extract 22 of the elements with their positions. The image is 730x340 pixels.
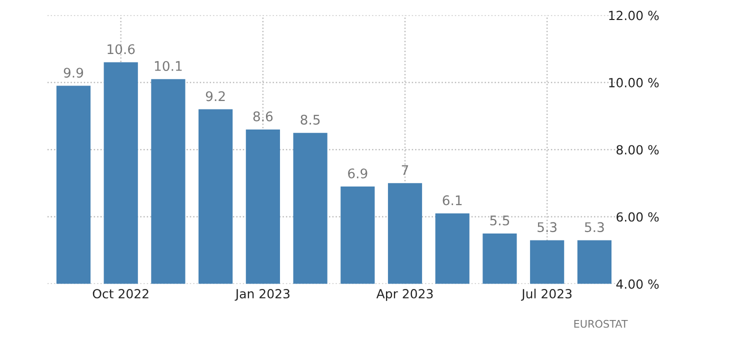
x-tick-label: Oct 2022 [92, 288, 148, 298]
y-tick-label: 8.00 % [616, 145, 659, 155]
data-label: 9.2 [206, 91, 225, 102]
data-label: 7 [402, 165, 408, 175]
data-label: 6.1 [442, 195, 462, 206]
y-tick-label: 4.00 % [616, 279, 659, 289]
y-tick-label: 12.00 % [609, 10, 659, 20]
data-label: 5.3 [584, 222, 604, 232]
y-tick-label: 6.00 % [616, 212, 659, 222]
data-label: 6.9 [348, 168, 368, 178]
x-tick-label: Jul 2023 [521, 288, 572, 301]
data-label: 5.5 [490, 216, 510, 226]
data-label: 8.6 [253, 111, 273, 122]
data-label: 9.9 [64, 68, 84, 78]
y-tick-label: 10.00 % [609, 78, 659, 88]
data-label: 5.3 [538, 222, 557, 232]
x-tick-label: Jan 2023 [234, 288, 290, 301]
text: EUROSTAT [574, 320, 628, 328]
x-tick-label: Apr 2023 [376, 288, 433, 301]
data-label: 10.6 [108, 44, 135, 54]
data-label: 10.1 [154, 61, 182, 71]
data-label: 8.5 [300, 114, 320, 125]
